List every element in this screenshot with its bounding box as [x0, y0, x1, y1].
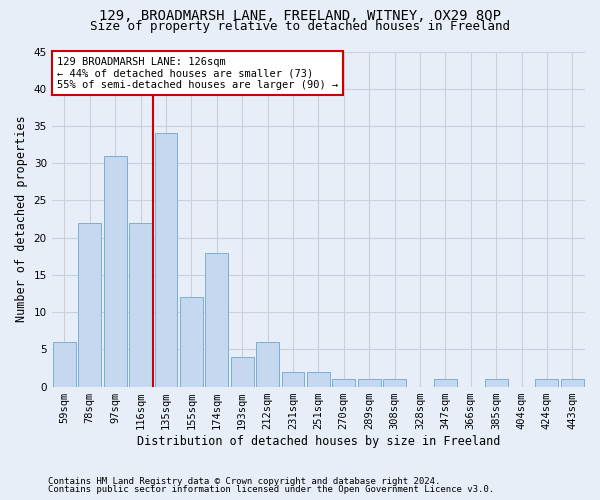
Y-axis label: Number of detached properties: Number of detached properties — [15, 116, 28, 322]
Bar — [307, 372, 330, 386]
Bar — [535, 379, 559, 386]
Text: Contains HM Land Registry data © Crown copyright and database right 2024.: Contains HM Land Registry data © Crown c… — [48, 477, 440, 486]
Bar — [104, 156, 127, 386]
Text: Size of property relative to detached houses in Freeland: Size of property relative to detached ho… — [90, 20, 510, 33]
Bar — [281, 372, 304, 386]
Bar — [434, 379, 457, 386]
Bar — [485, 379, 508, 386]
Bar — [383, 379, 406, 386]
Bar — [205, 252, 228, 386]
Text: 129, BROADMARSH LANE, FREELAND, WITNEY, OX29 8QP: 129, BROADMARSH LANE, FREELAND, WITNEY, … — [99, 9, 501, 23]
Bar — [231, 357, 254, 386]
Bar — [129, 223, 152, 386]
Bar — [53, 342, 76, 386]
Bar — [256, 342, 279, 386]
Text: 129 BROADMARSH LANE: 126sqm
← 44% of detached houses are smaller (73)
55% of sem: 129 BROADMARSH LANE: 126sqm ← 44% of det… — [57, 56, 338, 90]
Bar — [180, 297, 203, 386]
Bar — [79, 223, 101, 386]
Text: Contains public sector information licensed under the Open Government Licence v3: Contains public sector information licen… — [48, 485, 494, 494]
Bar — [155, 134, 178, 386]
Bar — [332, 379, 355, 386]
Bar — [561, 379, 584, 386]
X-axis label: Distribution of detached houses by size in Freeland: Distribution of detached houses by size … — [137, 434, 500, 448]
Bar — [358, 379, 380, 386]
